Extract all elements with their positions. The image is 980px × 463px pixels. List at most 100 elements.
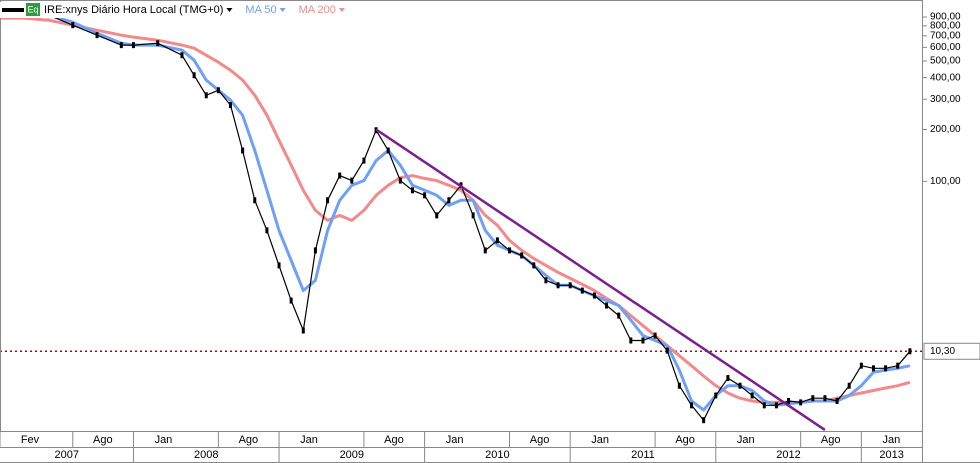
y-tick-label: 300,00 bbox=[930, 94, 961, 105]
x-tick-label: Fev bbox=[21, 434, 40, 446]
price-point bbox=[665, 347, 669, 354]
x-tick-label: Jan bbox=[737, 434, 755, 446]
legend-label: MA 200 bbox=[299, 4, 336, 16]
price-point bbox=[192, 72, 196, 79]
price-point bbox=[180, 52, 184, 59]
year-label: 2010 bbox=[485, 449, 509, 461]
price-point bbox=[265, 227, 269, 234]
x-tick-label: Jan bbox=[882, 434, 900, 446]
price-point bbox=[301, 327, 305, 334]
legend: Eq IRE:xnys Diário Hora Local (TMG+0) MA … bbox=[0, 2, 345, 18]
price-point bbox=[811, 395, 815, 402]
price-point bbox=[835, 397, 839, 404]
price-point bbox=[774, 402, 778, 409]
y-tick-label: 600,00 bbox=[930, 42, 961, 53]
price-point bbox=[326, 197, 330, 204]
price-point bbox=[350, 177, 354, 184]
x-tick-label: Ago bbox=[821, 434, 841, 446]
price-point bbox=[750, 392, 754, 399]
price-point bbox=[653, 332, 657, 339]
price-point bbox=[738, 382, 742, 389]
legend-arrow bbox=[279, 8, 286, 12]
price-point bbox=[386, 147, 390, 154]
year-label: 2011 bbox=[631, 449, 655, 461]
y-tick-label: 400,00 bbox=[930, 72, 961, 83]
price-point bbox=[119, 42, 123, 49]
price-point bbox=[532, 262, 536, 269]
price-point bbox=[495, 237, 499, 244]
price-point bbox=[241, 147, 245, 154]
year-label: 2009 bbox=[340, 449, 364, 461]
price-point bbox=[677, 382, 681, 389]
price-point bbox=[592, 292, 596, 299]
price-marker-box bbox=[923, 342, 980, 360]
price-point bbox=[871, 365, 875, 372]
price-point bbox=[398, 177, 402, 184]
legend-swatch bbox=[2, 8, 24, 12]
price-point bbox=[423, 192, 427, 199]
price-point bbox=[471, 212, 475, 219]
price-point bbox=[520, 252, 524, 259]
legend-bg bbox=[0, 2, 340, 18]
moving-average-line bbox=[0, 10, 911, 412]
y-tick-label: 100,00 bbox=[930, 176, 961, 187]
x-tick-label: Ago bbox=[239, 434, 259, 446]
y-tick-label: 900,00 bbox=[930, 12, 961, 23]
badge-text: Eq bbox=[27, 4, 38, 14]
price-point bbox=[787, 397, 791, 404]
price-point bbox=[216, 87, 220, 94]
price-point bbox=[908, 348, 912, 355]
price-point bbox=[605, 302, 609, 309]
price-point bbox=[896, 362, 900, 369]
x-tick-label: Ago bbox=[93, 434, 113, 446]
x-tick-label: Jan bbox=[591, 434, 609, 446]
x-tick-label: Ago bbox=[675, 434, 695, 446]
price-point bbox=[95, 32, 99, 39]
price-point bbox=[714, 392, 718, 399]
x-tick-label: Jan bbox=[446, 434, 464, 446]
year-label: 2013 bbox=[879, 449, 903, 461]
price-point bbox=[410, 187, 414, 194]
price-point bbox=[702, 417, 706, 424]
price-point bbox=[277, 262, 281, 269]
year-label: 2008 bbox=[194, 449, 218, 461]
y-tick-label: 800,00 bbox=[930, 20, 961, 31]
price-point bbox=[313, 247, 317, 254]
price-point bbox=[289, 297, 293, 304]
price-point bbox=[131, 42, 135, 49]
y-tick-label: 500,00 bbox=[930, 56, 961, 67]
x-tick-label: Jan bbox=[155, 434, 173, 446]
price-point bbox=[580, 287, 584, 294]
year-label: 2012 bbox=[776, 449, 800, 461]
price-point bbox=[799, 399, 803, 406]
price-point bbox=[556, 282, 560, 289]
price-point bbox=[847, 382, 851, 389]
badge bbox=[26, 3, 40, 16]
price-point bbox=[508, 247, 512, 254]
legend-arrow bbox=[338, 8, 345, 12]
price-point bbox=[859, 362, 863, 369]
legend-label: MA 50 bbox=[245, 4, 276, 16]
price-point bbox=[641, 337, 645, 344]
price-point bbox=[762, 402, 766, 409]
price-point bbox=[71, 22, 75, 29]
trend-line bbox=[375, 128, 826, 431]
price-point bbox=[726, 375, 730, 382]
y-tick-label: 200,00 bbox=[930, 124, 961, 135]
price-point bbox=[156, 40, 160, 47]
price-point bbox=[483, 247, 487, 254]
x-tick-label: Ago bbox=[384, 434, 404, 446]
price-point bbox=[338, 172, 342, 179]
legend-label: IRE:xnys Diário Hora Local (TMG+0) bbox=[44, 4, 223, 16]
price-marker-label: 10,30 bbox=[930, 346, 955, 357]
price-point bbox=[617, 312, 621, 319]
price-point bbox=[568, 282, 572, 289]
price-point bbox=[362, 157, 366, 164]
price-point bbox=[629, 337, 633, 344]
x-tick-label: Ago bbox=[530, 434, 550, 446]
price-point bbox=[884, 365, 888, 372]
price-point bbox=[690, 402, 693, 409]
price-point bbox=[253, 197, 257, 204]
